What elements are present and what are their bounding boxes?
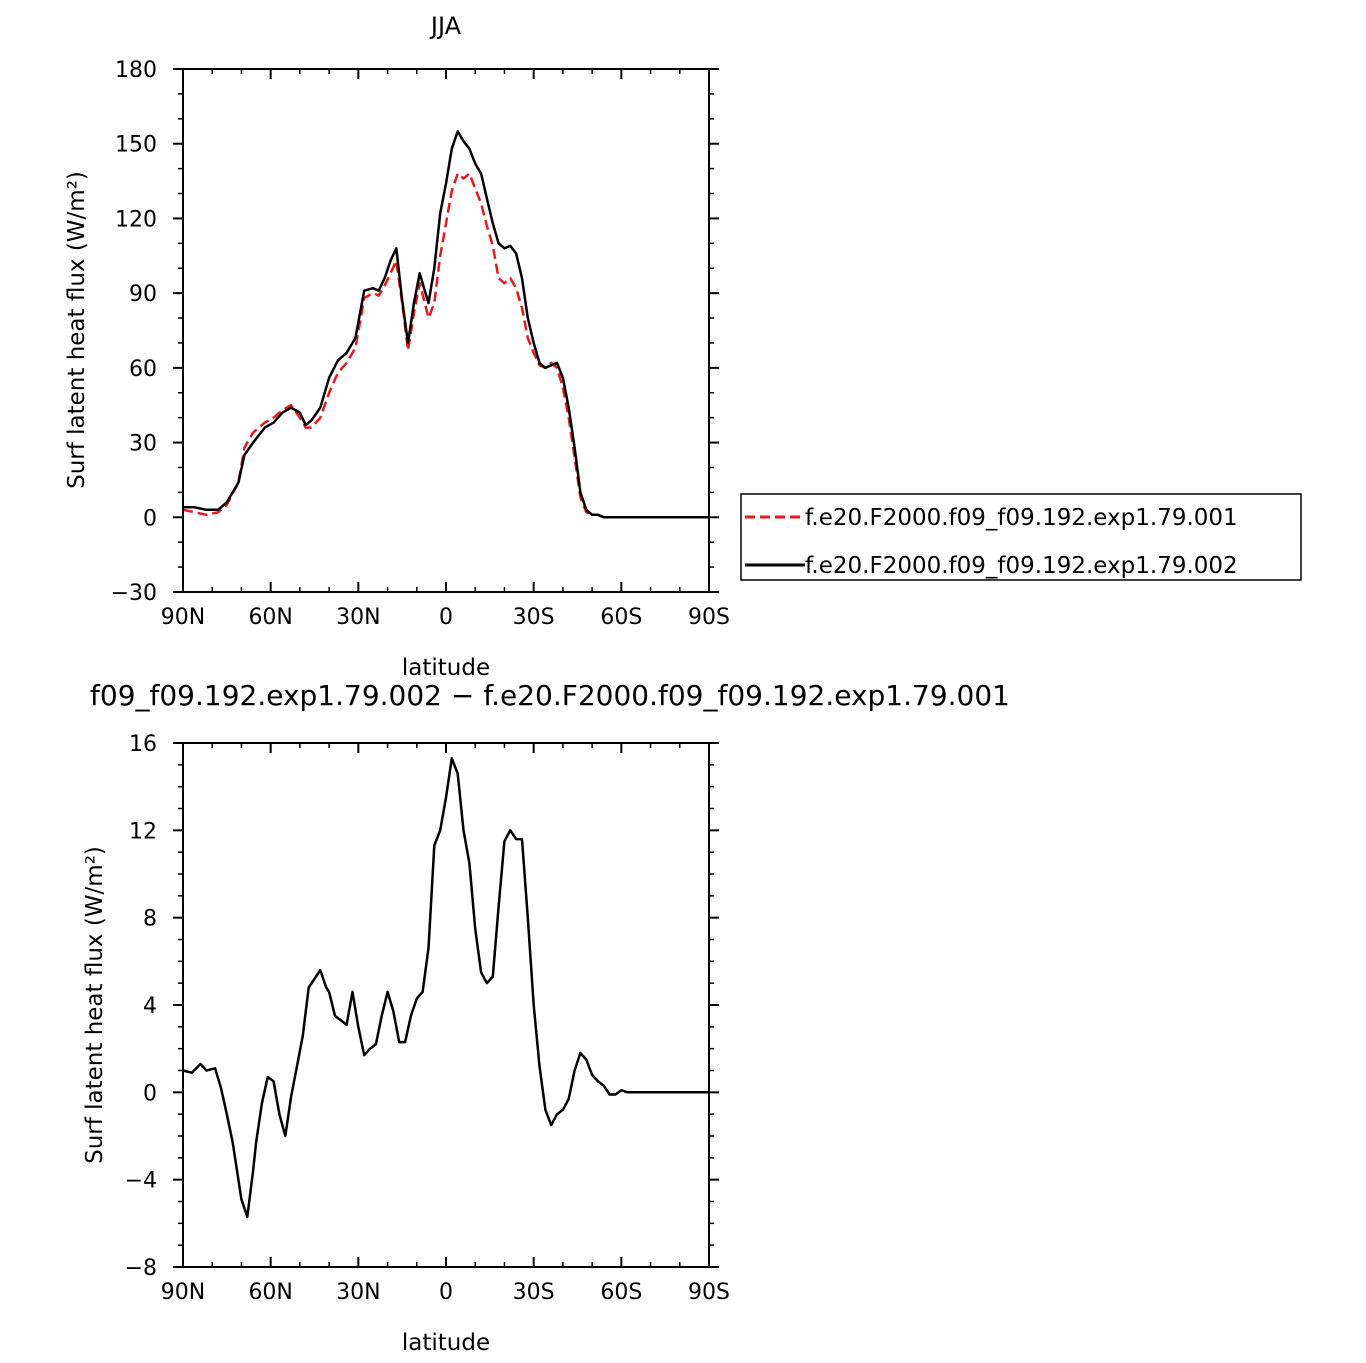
y-tick-label: 120 <box>115 207 157 232</box>
series-line-0-0 <box>182 172 709 519</box>
bottom-panel-lines <box>182 757 709 1219</box>
legend: f.e20.F2000.f09_f09.192.exp1.79.001 f.e2… <box>740 493 1302 581</box>
y-tick-label: 60 <box>129 357 157 382</box>
top-panel-ticks: 90N 60N 30N 0 30S 60S 90S −30 0 30 60 90 120 150 180 <box>111 58 730 630</box>
x-tick-label: 90N <box>161 605 205 630</box>
x-tick-label: 60N <box>248 605 292 630</box>
x-tick-label: 0 <box>439 605 453 630</box>
y-tick-label: 12 <box>129 819 157 844</box>
y-tick-label: 150 <box>115 133 157 158</box>
x-tick-label: 0 <box>439 1280 453 1305</box>
bottom-panel-frame <box>182 742 710 1268</box>
y-tick-label: 0 <box>143 506 157 531</box>
x-tick-label: 90S <box>688 605 730 630</box>
x-tick-label: 90N <box>161 1280 205 1305</box>
top-panel-x-label: latitude <box>402 655 490 681</box>
y-tick-label: 0 <box>143 1081 157 1106</box>
x-tick-label: 60S <box>600 605 642 630</box>
y-tick-label: 180 <box>115 58 157 83</box>
top-panel-lines <box>182 130 709 519</box>
y-tick-label: −8 <box>125 1256 157 1281</box>
x-tick-label: 30N <box>336 1280 380 1305</box>
bottom-panel-x-label: latitude <box>402 1330 490 1356</box>
x-tick-label: 30N <box>336 605 380 630</box>
legend-box <box>740 493 1302 581</box>
y-tick-label: 4 <box>143 994 157 1019</box>
x-tick-label: 90S <box>688 1280 730 1305</box>
bottom-panel-ticks: 90N 60N 30N 0 30S 60S 90S −8 −4 0 4 8 12 16 <box>125 732 730 1305</box>
x-tick-label: 30S <box>513 605 555 630</box>
bottom-panel-y-label: Surf latent heat flux (W/m²) <box>82 846 108 1164</box>
series-line-1-0 <box>182 757 709 1219</box>
top-panel-title: JJA <box>429 12 462 40</box>
top-panel: JJA 90N 60N 30N 0 30S 60S 90S −30 0 30 60 90 120 150 1… <box>64 12 730 681</box>
x-tick-label: 60N <box>248 1280 292 1305</box>
legend-label-002: f.e20.F2000.f09_f09.192.exp1.79.002 <box>805 553 1238 579</box>
bottom-panel: f09_f09.192.exp1.79.002 − f.e20.F2000.f0… <box>82 679 1010 1356</box>
y-tick-label: 8 <box>143 907 157 932</box>
bottom-panel-title: f09_f09.192.exp1.79.002 − f.e20.F2000.f0… <box>90 679 1010 712</box>
x-tick-label: 30S <box>513 1280 555 1305</box>
x-tick-label: 60S <box>600 1280 642 1305</box>
y-tick-label: −30 <box>111 581 157 606</box>
series-line-0-1 <box>183 130 709 519</box>
y-tick-label: −4 <box>125 1169 157 1194</box>
top-panel-y-label: Surf latent heat flux (W/m²) <box>64 171 90 489</box>
legend-label-001: f.e20.F2000.f09_f09.192.exp1.79.001 <box>805 505 1238 531</box>
y-tick-label: 16 <box>129 732 157 757</box>
y-tick-label: 90 <box>129 282 157 307</box>
top-panel-frame <box>182 68 710 593</box>
y-tick-label: 30 <box>129 432 157 457</box>
